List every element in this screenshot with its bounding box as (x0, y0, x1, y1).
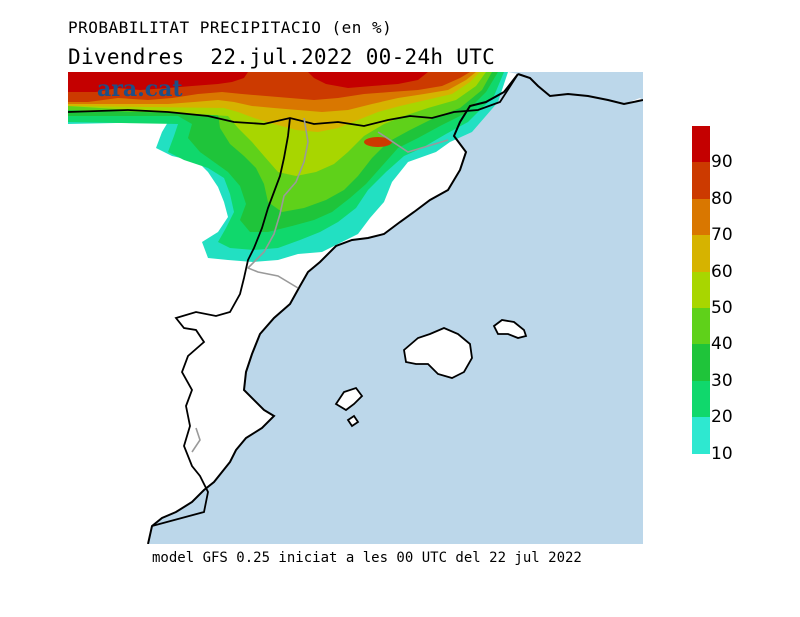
legend-swatch-30 (692, 380, 710, 418)
legend-label-30: 30 (711, 370, 733, 391)
ibiza-island (334, 386, 364, 412)
precip-90 (68, 72, 428, 92)
coastline (147, 73, 643, 544)
province-border (246, 117, 449, 289)
legend-swatch-80 (692, 198, 710, 236)
precipitation-map (68, 72, 643, 544)
legend-label-20: 20 (711, 407, 733, 428)
model-footer: model GFS 0.25 iniciat a les 00 UTC del … (152, 550, 582, 566)
valencia-border (191, 427, 201, 453)
ara-cat-logo: ara.cat (97, 76, 183, 102)
map-subtitle: Divendres 22.jul.2022 00-24h UTC (68, 45, 496, 69)
legend-label-40: 40 (711, 334, 733, 355)
legend-swatch-50 (692, 308, 710, 345)
color-legend (692, 126, 710, 454)
legend-label-50: 50 (711, 298, 733, 318)
legend-label-80: 80 (711, 188, 733, 209)
legend-swatch-90 (692, 162, 710, 199)
sea-area (148, 72, 643, 544)
legend-swatch-40 (692, 344, 710, 381)
legend-label-70: 70 (711, 225, 733, 246)
legend-swatch-20 (692, 417, 710, 454)
menorca-island (492, 319, 528, 339)
legend-label-60: 60 (711, 261, 733, 282)
mallorca-island (403, 327, 473, 379)
formentera-island (346, 414, 360, 428)
legend-swatch-70 (692, 235, 710, 272)
legend-label-10: 10 (711, 443, 733, 464)
legend-swatch-top (692, 126, 710, 163)
precip-80-spot (364, 137, 392, 147)
map-title: PROBABILITAT PRECIPITACIO (en %) (68, 18, 393, 37)
legend-label-90: 90 (711, 152, 733, 173)
legend-swatch-60 (692, 271, 710, 308)
aragon-border (151, 117, 291, 527)
france-border (68, 73, 519, 127)
